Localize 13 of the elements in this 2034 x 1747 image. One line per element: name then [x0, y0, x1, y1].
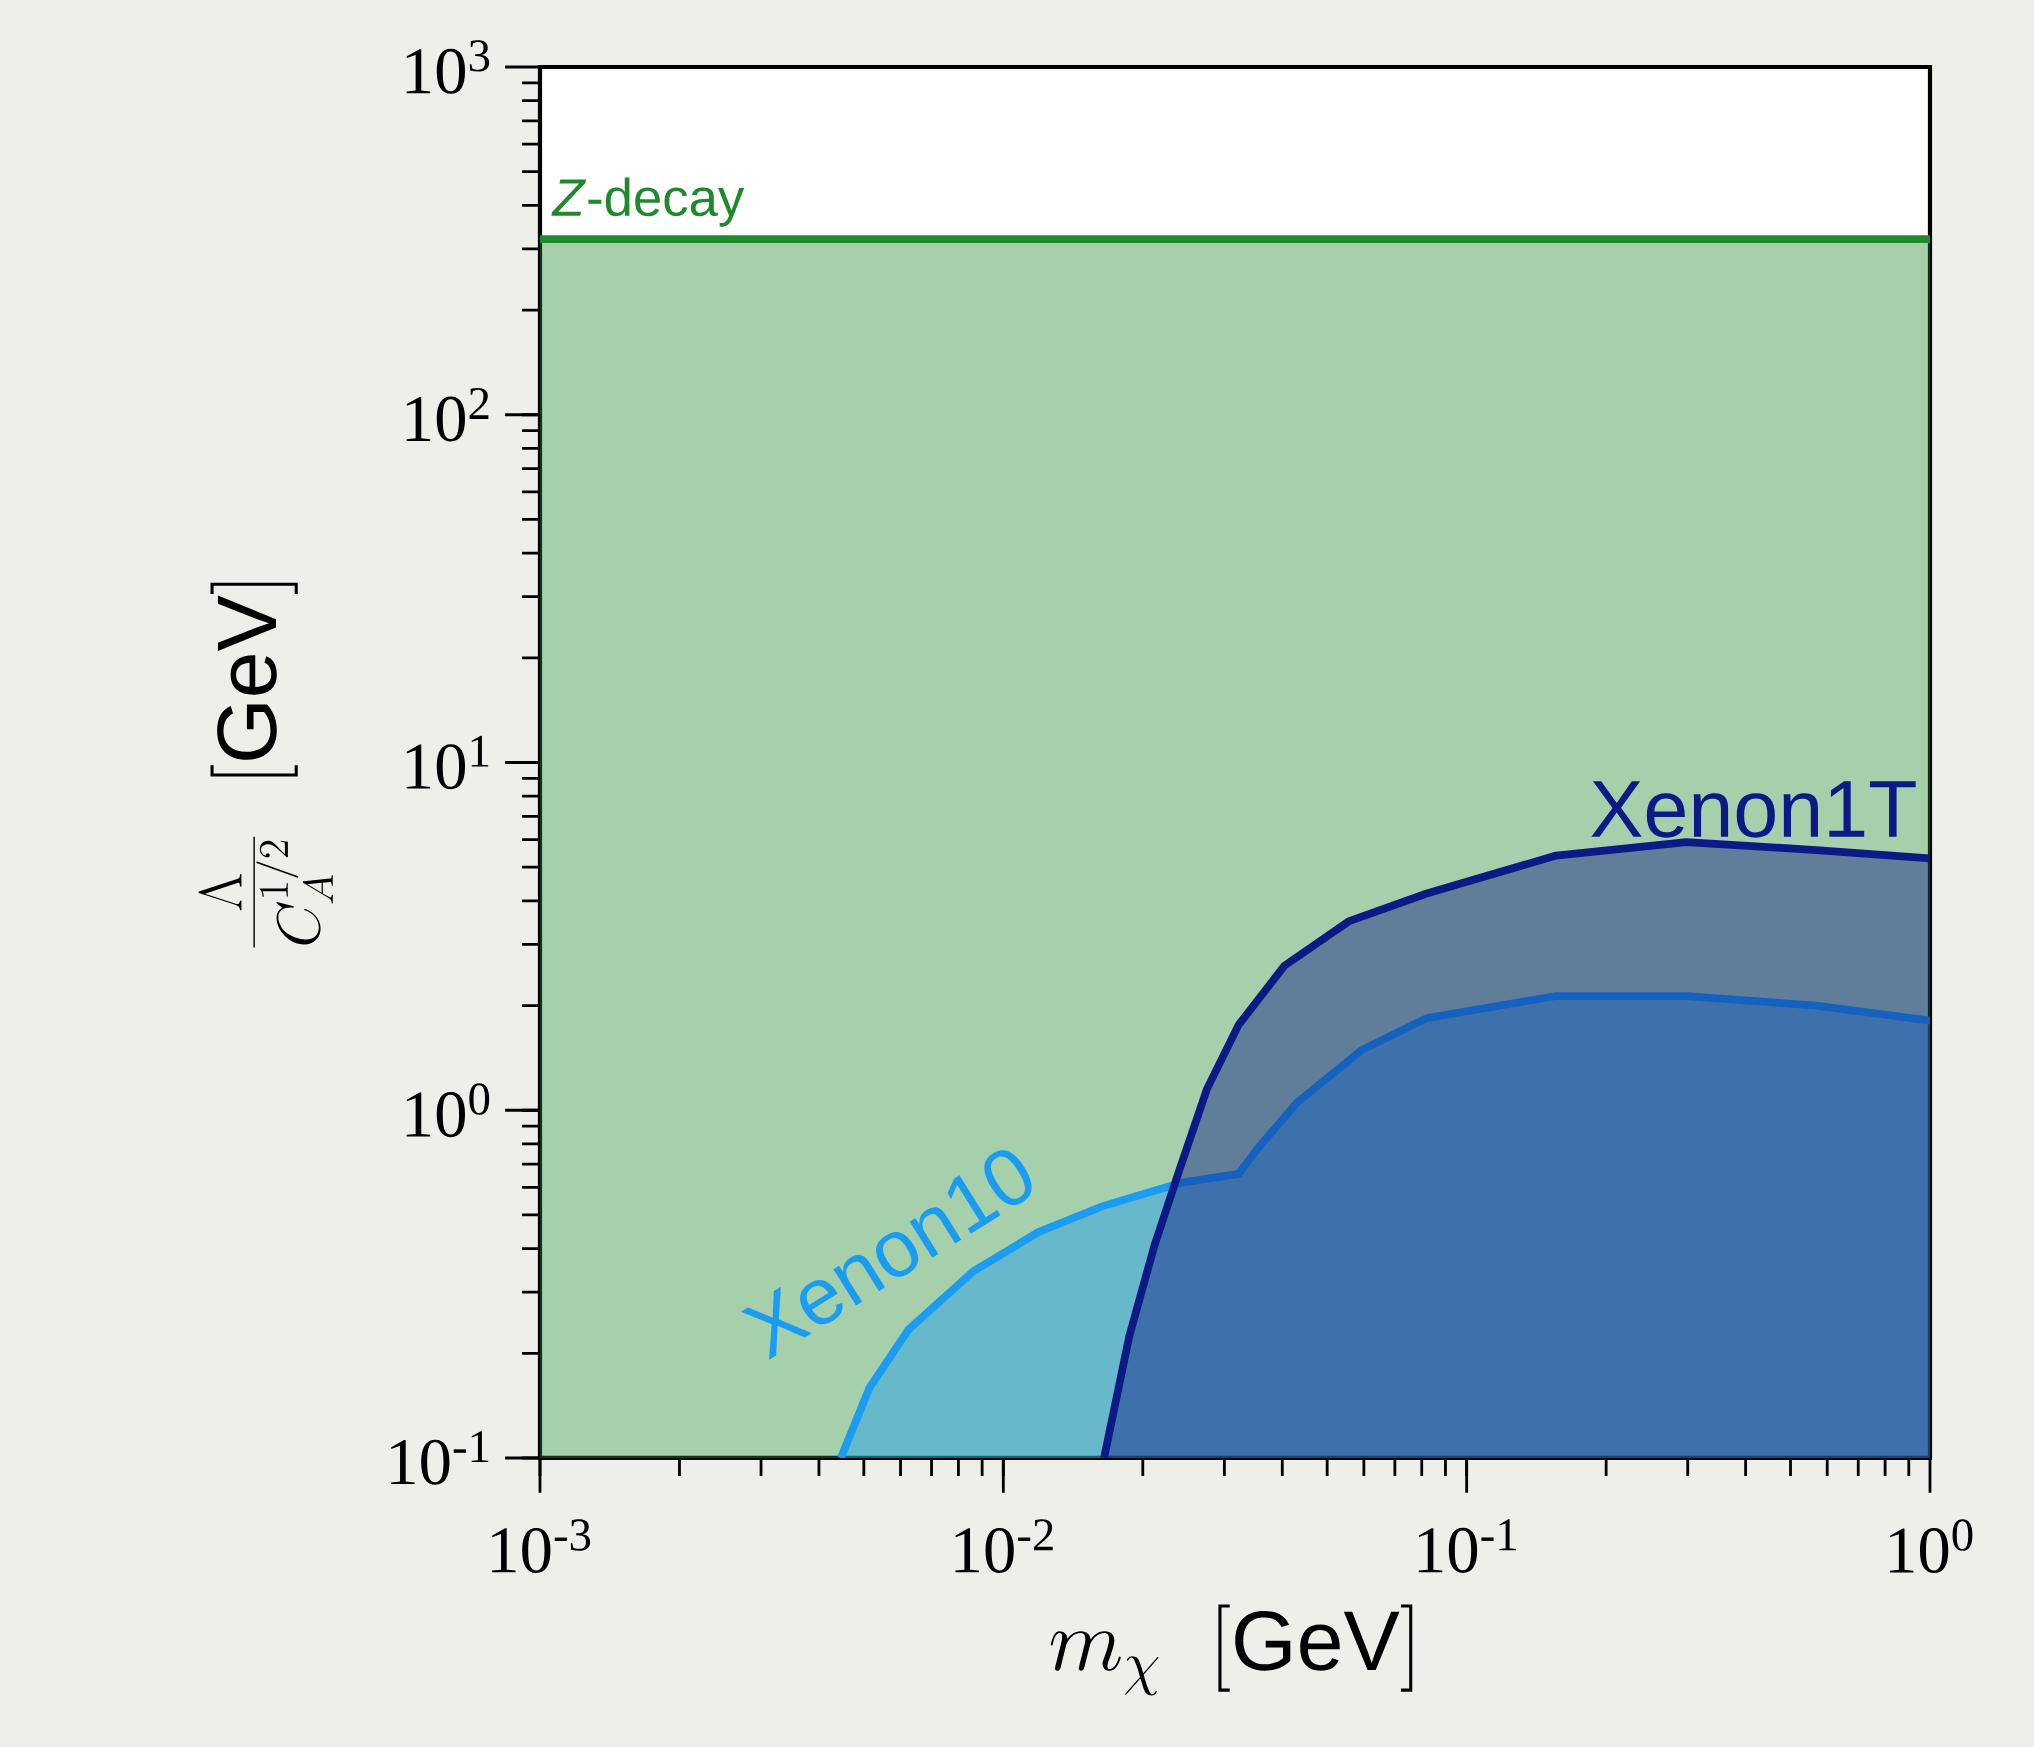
- x-tick-label: 10$^{-3}$: [492, 1519, 591, 1573]
- y-axis-title: $\frac{\Lambda}{C_{A}^{1/2}}\ \ [\mathrm{GeV}]$: [198, 582, 333, 948]
- y-tick-label: 10$^{-1}$: [391, 1431, 489, 1485]
- x-axis-title: $m_{\chi}\ \ [\mathrm{GeV}]$: [1050, 1604, 1413, 1696]
- y-tick-label: 10$^{3}$: [406, 40, 490, 94]
- x-tick-label: 10$^{0}$: [1889, 1519, 1973, 1574]
- y-tick-label: 10$^{1}$: [406, 735, 489, 790]
- series-label: Z-decay: [551, 177, 745, 227]
- y-tick-label: 10$^{2}$: [406, 387, 489, 442]
- x-tick-label: 10$^{-2}$: [955, 1519, 1053, 1573]
- y-tick-label: 10$^{0}$: [406, 1083, 490, 1138]
- x-tick-label: 10$^{-1}$: [1418, 1519, 1516, 1573]
- series-label: Xenon1T: [1591, 781, 1916, 838]
